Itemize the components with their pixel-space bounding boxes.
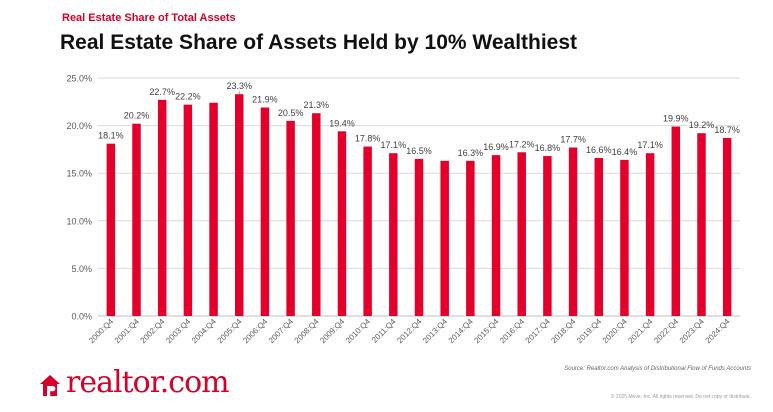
source-note: Source: Realtor.com Analysis of Distribu… [564,366,751,372]
x-tick-label: 2018:Q4 [549,317,577,345]
x-tick-label: 2006:Q4 [241,317,269,345]
x-tick-label: 2004:Q4 [190,317,218,345]
bar [260,107,270,317]
x-tick-label: 2019:Q4 [575,317,603,345]
y-tick-label: 5.0% [71,264,92,274]
x-tick-label: 2009:Q4 [318,317,346,345]
data-label: 16.3% [458,148,484,158]
bar [645,153,655,316]
x-tick-label: 2016:Q4 [498,317,526,345]
data-label: 16.6% [586,145,612,155]
house-icon [40,375,60,396]
bar [440,160,449,316]
data-label: 16.8% [535,143,561,153]
data-label: 16.9% [483,142,509,152]
bar [594,157,603,316]
bar [671,126,681,316]
data-label: 16.5% [406,146,432,156]
y-tick-label: 20.0% [66,121,92,131]
x-tick-label: 2002:Q4 [139,317,167,345]
data-label: 21.3% [304,100,330,110]
bar [183,104,193,316]
x-tick-label: 2010:Q4 [344,317,372,345]
bar [414,158,424,316]
bar [209,102,218,316]
data-label: 19.2% [689,120,715,130]
bar [722,137,732,316]
x-tick-label: 2017:Q4 [524,317,552,345]
x-tick-label: 2008:Q4 [293,317,321,345]
x-tick-label: 2023:Q4 [678,317,706,345]
x-tick-label: 2024:Q4 [703,317,731,345]
x-tick-label: 2011:Q4 [370,317,398,345]
bar [620,159,629,316]
realtor-logo: realtor.com [38,365,278,401]
bar [337,131,347,316]
data-label: 17.1% [637,140,663,150]
x-tick-label: 2014:Q4 [447,317,475,345]
data-label: 17.1% [381,140,407,150]
x-tick-label: 2005:Q4 [216,317,244,345]
copyright-note: © 2025 Move, Inc. All rights reserved. D… [610,394,751,400]
data-label: 22.7% [149,87,175,97]
x-tick-label: 2001:Q4 [113,317,141,345]
x-tick-label: 2022:Q4 [652,317,680,345]
chart-kicker: Real Estate Share of Total Assets [62,12,236,24]
bar [312,113,321,316]
bar [517,152,526,316]
data-label: 17.7% [560,134,586,144]
bar [286,120,295,316]
y-tick-label: 0.0% [71,312,92,322]
bar [466,160,475,316]
bar [106,143,116,316]
y-tick-label: 10.0% [66,216,92,226]
bar [697,133,706,316]
data-label: 23.3% [226,81,252,91]
y-tick-label: 15.0% [66,169,92,179]
data-label: 21.9% [252,95,278,105]
data-label: 17.8% [355,134,381,144]
bar [132,123,141,316]
logo-wordmark: realtor.com [66,365,230,400]
data-label: 18.1% [98,131,124,141]
bar [543,156,552,316]
bar [568,147,578,316]
data-label: 16.4% [612,147,638,157]
x-tick-label: 2012:Q4 [395,317,423,345]
data-label: 20.5% [278,108,304,118]
data-label: 19.4% [329,118,355,128]
bar [235,94,244,317]
data-label: 19.9% [663,114,689,124]
bar [491,155,501,316]
data-label: 18.7% [714,125,740,135]
bar [363,146,372,316]
x-tick-label: 2013:Q4 [421,317,449,345]
x-tick-label: 2021:Q4 [626,317,654,345]
bar [157,99,167,317]
data-label: 17.2% [509,139,535,149]
x-tick-label: 2003:Q4 [164,317,192,345]
x-tick-label: 2020:Q4 [601,317,629,345]
x-tick-label: 2007:Q4 [267,317,295,345]
x-tick-label: 2015:Q4 [472,317,500,345]
bar [389,153,398,316]
chart-title: Real Estate Share of Assets Held by 10% … [60,31,578,54]
data-label: 20.2% [124,111,150,121]
data-label: 22.2% [175,92,201,102]
bar-chart: 0.0%5.0%10.0%15.0%20.0%25.0%18.1%2000:Q4… [66,74,740,345]
y-tick-label: 25.0% [66,74,92,84]
